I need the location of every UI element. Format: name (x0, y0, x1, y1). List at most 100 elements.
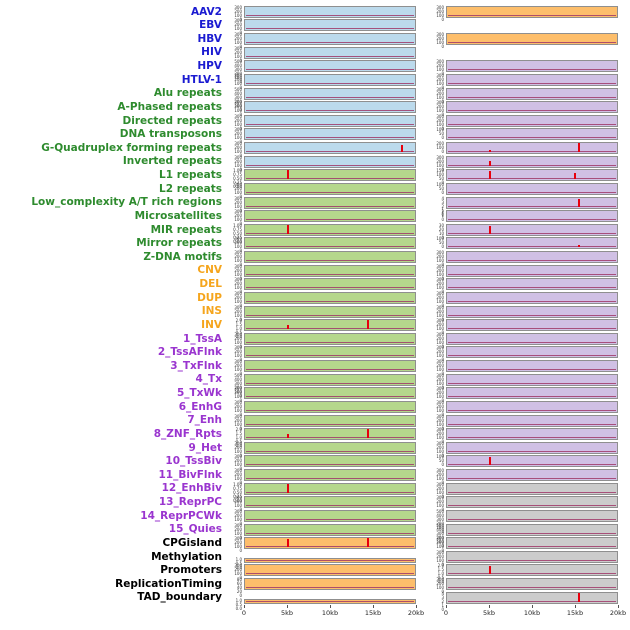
y-tick-label: 0 (239, 248, 242, 254)
y-tick-label: 100 (234, 388, 242, 394)
y-tick-label: 0 (239, 193, 242, 199)
signal-baseline (246, 205, 414, 207)
track-strip (244, 509, 416, 522)
y-tick-label: 500 (436, 508, 444, 514)
y-axis-ticks: 300 200 100 0 (222, 332, 244, 348)
signal-baseline (448, 600, 616, 602)
y-tick-label: 0 (441, 480, 444, 486)
track-strip (446, 128, 618, 141)
track-strip (244, 482, 416, 495)
y-tick-label: 50 (438, 240, 444, 246)
y-axis-ticks: 1.00 0.75 0.50 0.25 0.00 (222, 223, 244, 243)
right-plot-cell (446, 455, 618, 469)
y-tick-label: 0 (441, 548, 444, 554)
y-tick-label: 150 (436, 168, 444, 174)
left-plot-cell (244, 523, 416, 537)
track-strip (244, 33, 416, 46)
right-plot-cell (446, 564, 618, 578)
signal-spike (286, 224, 289, 234)
y-tick-label: 200 (234, 49, 242, 55)
track-strip (244, 319, 416, 332)
y-tick-label: 200 (234, 240, 242, 246)
left-plot-cell (244, 332, 416, 346)
track-strip (244, 5, 416, 18)
y-tick-label: 100 (436, 503, 444, 509)
row-label: Z-DNA motifs (143, 250, 222, 263)
y-tick-label: 200 (234, 117, 242, 123)
y-tick-label: 0 (441, 371, 444, 377)
y-axis-ticks: 300 200 100 0 (222, 155, 244, 171)
left-plot-cell (244, 591, 416, 605)
signal-baseline (246, 178, 414, 180)
y-tick-label: 100 (234, 53, 242, 59)
y-tick-label: 200 (234, 213, 242, 219)
signal-baseline (448, 314, 616, 316)
y-axis-ticks: 300 200 100 0 (424, 373, 446, 389)
track-strip (244, 182, 416, 195)
row-label: DUP (197, 291, 222, 304)
row-label: 9_Het (188, 441, 222, 454)
row-label: HBV (197, 32, 223, 45)
track-strip (446, 469, 618, 482)
y-tick-label: 4 (441, 590, 444, 596)
track-row: 4_Tx 500 400 300 200 100 0 300 200 100 0 (0, 373, 630, 397)
y-tick-label: 100 (234, 285, 242, 291)
signal-baseline (246, 423, 414, 425)
track-strip (244, 346, 416, 359)
y-tick-label: 50 (438, 176, 444, 182)
x-tick-mark (286, 604, 288, 608)
track-strip (244, 360, 416, 373)
y-tick-label: 200 (436, 403, 444, 409)
y-tick-label: 300 (234, 45, 242, 51)
signal-baseline (246, 123, 414, 125)
signal-spike (286, 324, 289, 330)
track-row: 11_BivFlnk 300 200 100 0 300 200 100 0 (0, 468, 630, 486)
signal-baseline (246, 518, 414, 520)
y-tick-label: 0.5 (235, 439, 242, 445)
y-axis-ticks: 1.0 0.5 0.0 (222, 557, 244, 569)
signal-baseline (246, 260, 414, 262)
track-row: HBV 300 200 100 0 300 200 100 0 (0, 32, 630, 49)
signal-baseline (448, 69, 616, 71)
y-tick-label: 100 (234, 476, 242, 482)
track-row: 1_TssA 300 200 100 0 300 200 100 0 (0, 332, 630, 348)
y-tick-label: 10 (438, 230, 444, 236)
right-plot-cell (446, 496, 618, 510)
track-strip (446, 441, 618, 454)
signal-spike (367, 429, 370, 439)
x-tick-mark (574, 604, 576, 608)
y-tick-label: 200 (436, 376, 444, 382)
signal-baseline (448, 164, 616, 166)
left-plot-cell (244, 291, 416, 305)
y-tick-label: 100 (436, 367, 444, 373)
signal-baseline (246, 273, 414, 275)
left-plot-cell (244, 155, 416, 169)
y-tick-label: 300 (234, 290, 242, 296)
right-plot-cell (446, 427, 618, 441)
signal-baseline (246, 600, 414, 602)
x-axis: 0 5kb 10kb 15kb 20kb (444, 604, 626, 625)
y-tick-label: 0 (239, 30, 242, 36)
y-tick-label: 0 (239, 548, 242, 554)
y-tick-label: 500 (436, 522, 444, 528)
y-axis-ticks: 300 200 100 0 (424, 332, 446, 348)
y-tick-label: 0 (441, 452, 444, 458)
y-axis-ticks: 100 50 0 (424, 455, 446, 467)
x-tick-mark (445, 604, 447, 608)
y-axis-ticks: 300 200 100 0 (424, 114, 446, 130)
y-tick-label: 0 (239, 221, 242, 227)
track-row: 14_ReprPCWk 300 200 100 0 500 400 300 200 100 0 (0, 508, 630, 533)
y-axis-ticks: 300 200 100 0 (222, 346, 244, 362)
y-tick-label: 100 (234, 298, 242, 304)
signal-baseline (448, 260, 616, 262)
row-label: 13_ReprPC (158, 496, 222, 509)
y-tick-label: 100 (436, 145, 444, 151)
x-tick-mark (488, 604, 490, 608)
row-label: 5_TxWk (176, 387, 222, 400)
y-axis-ticks: 300 200 100 0 (424, 305, 446, 321)
y-tick-label: 60 (236, 581, 242, 587)
row-label: Alu repeats (153, 87, 222, 100)
signal-baseline (448, 287, 616, 289)
signal-baseline (448, 546, 616, 548)
signal-baseline (448, 532, 616, 534)
